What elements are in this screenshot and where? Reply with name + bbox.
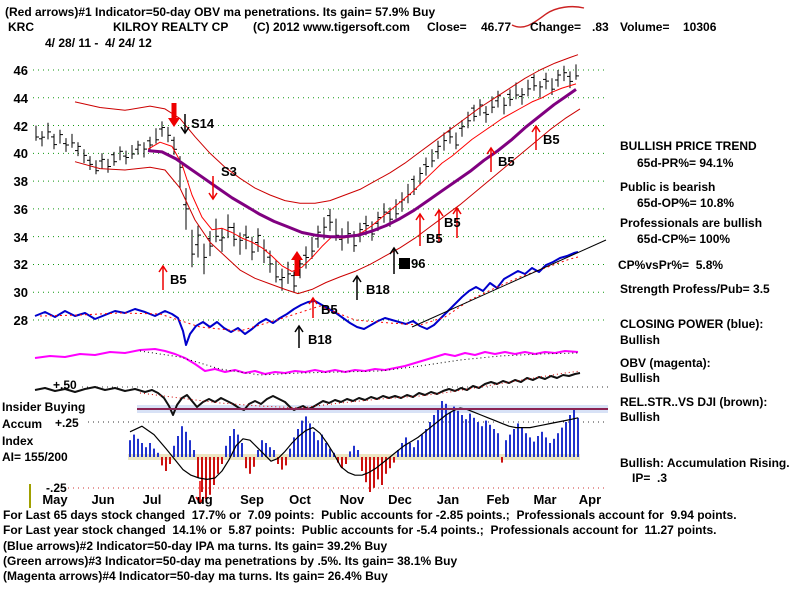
volume-label: Volume= [620, 20, 670, 34]
month-axis-label: May [42, 492, 68, 507]
chart-annotation: S14 [191, 116, 215, 131]
copyright: (C) 2012 www.tigersoft.com [253, 20, 410, 34]
month-axis-label: Oct [289, 492, 311, 507]
accum-label: Accum [2, 417, 43, 431]
change-value: .83 [592, 20, 609, 34]
footer-indicator2: (Blue arrows)#2 Indicator=50-day IPA ma … [3, 539, 388, 553]
chart-annotation: B5 [543, 132, 560, 147]
chart-annotation: B5 [321, 302, 338, 317]
date-range: 4/ 28/ 11 - 4/ 24/ 12 [45, 36, 152, 50]
relstr-status: Bullish [620, 410, 661, 424]
relstr-title: REL.STR..VS DJI (brown): [620, 395, 768, 409]
month-axis-label: Jun [91, 492, 115, 507]
volume-value: 10306 [683, 20, 717, 34]
price-axis-tick: 46 [13, 63, 28, 78]
public-status: Public is bearish [620, 180, 716, 194]
chart-annotation: B5 [170, 272, 187, 287]
footer-year: For Last year stock changed 14.1% or 5.8… [3, 523, 717, 537]
accumulation-note: Bullish: Accumulation Rising. [620, 456, 790, 470]
month-axis-label: Mar [533, 492, 557, 507]
professionals-status: Professionals are bullish [620, 216, 763, 230]
price-axis-tick: 38 [13, 174, 28, 190]
price-axis-tick: 32 [13, 257, 28, 273]
price-axis-tick: 36 [13, 201, 28, 217]
chart-annotation: 96 [411, 256, 426, 271]
cp-percent: 65d-CP%= 100% [637, 232, 731, 246]
pr-percent: 65d-PR%= 94.1% [637, 156, 734, 170]
month-axis-label: Sep [240, 492, 264, 507]
strength-ratio: Strength Profess/Pub= 3.5 [620, 282, 770, 296]
footer-indicator3: (Green arrows)#3 Indicator=50-day ma pen… [3, 554, 458, 568]
month-axis-label: Apr [578, 492, 602, 507]
ticker-symbol: KRC [8, 20, 34, 34]
chart-annotation: B5 [426, 231, 443, 246]
chart-annotation: S3 [221, 164, 237, 179]
close-label: Close= [427, 20, 467, 34]
price-axis-tick: 42 [13, 118, 28, 134]
insider-buying-label: Insider Buying [2, 400, 86, 414]
month-axis-label: Nov [339, 492, 365, 507]
closing-power-status: Bullish [620, 333, 661, 347]
cpvspr: CP%vsPr%= 5.8% [618, 258, 724, 272]
footer-indicator4: (Magenta arrows)#4 Indicator=50-day ma t… [3, 569, 388, 583]
price-axis-tick: 28 [13, 313, 28, 328]
price-axis-tick: 34 [13, 229, 28, 245]
footer-65day: For Last 65 days stock changed 17.7% or … [3, 508, 737, 522]
month-axis-label: Jan [436, 492, 460, 507]
chart-annotation: B5 [498, 154, 515, 169]
obv-title: OBV (magenta): [620, 356, 711, 370]
price-axis-tick: 30 [13, 285, 28, 301]
month-axis-label: Feb [486, 492, 510, 507]
ai-ratio-label: AI= 155/200 [2, 450, 68, 464]
close-value: 46.77 [481, 20, 512, 34]
chart-annotation: B18 [366, 282, 390, 297]
index-label: Index [2, 434, 34, 448]
price-axis-tick: 40 [13, 146, 28, 162]
month-axis-label: Aug [187, 492, 213, 507]
month-axis-label: Dec [388, 492, 412, 507]
month-axis-label: Jul [142, 492, 162, 507]
trend-status: BULLISH PRICE TREND [620, 139, 757, 153]
ip-value: IP= .3 [632, 471, 668, 485]
chart-annotation: B5 [444, 215, 461, 230]
op-percent: 65d-OP%= 10.8% [637, 196, 735, 210]
price-axis-tick: 44 [13, 90, 28, 106]
change-label: Change= [530, 20, 582, 34]
closing-power-title: CLOSING POWER (blue): [620, 317, 764, 331]
obv-status: Bullish [620, 371, 661, 385]
indicator1-header: (Red arrows)#1 Indicator=50-day OBV ma p… [5, 5, 436, 19]
chart-annotation: B18 [308, 332, 332, 347]
plus25-label: +.25 [55, 416, 79, 430]
company-name: KILROY REALTY CP [113, 20, 229, 34]
minus25-label: -.25 [46, 481, 67, 495]
plus50-label: +.50 [53, 378, 77, 392]
